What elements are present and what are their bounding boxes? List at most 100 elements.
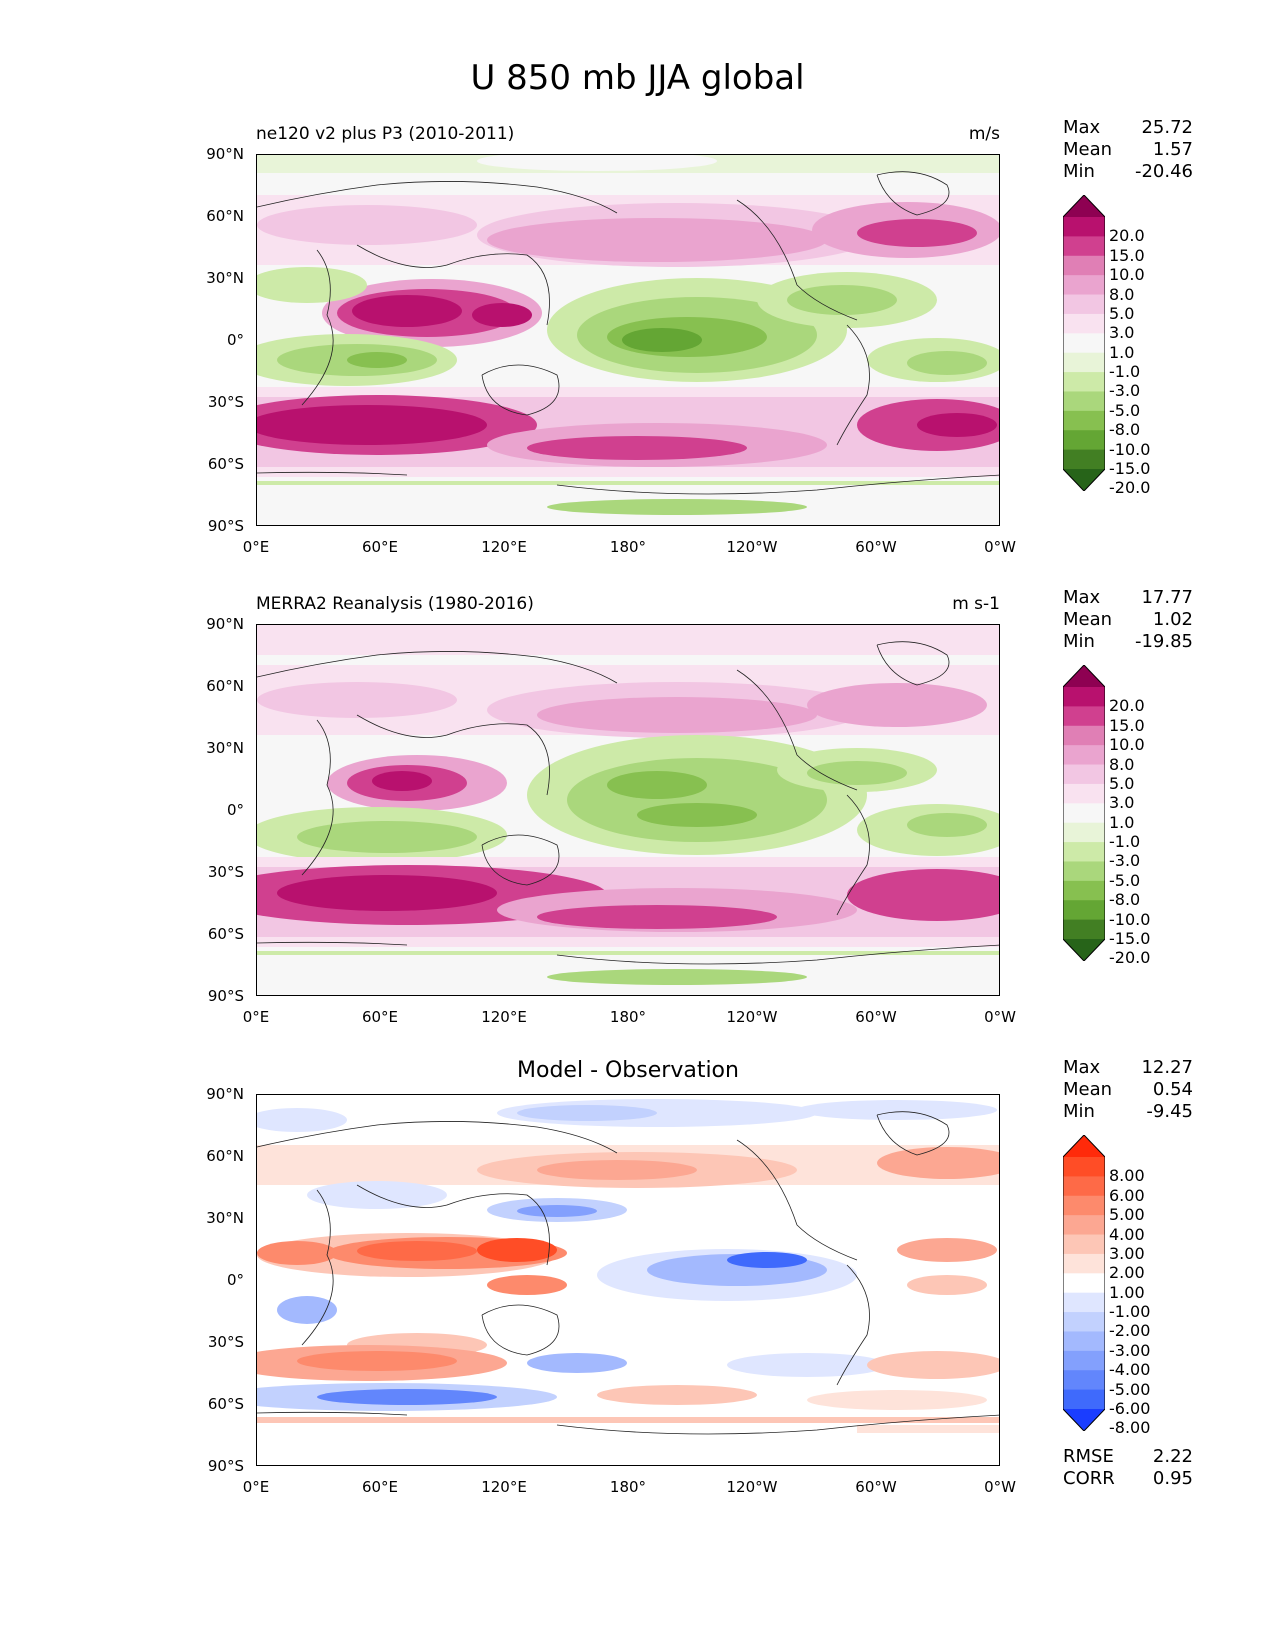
colorbar-segment — [1063, 706, 1105, 727]
colorbar-segment — [1063, 1273, 1105, 1294]
stat-max-value: 25.72 — [1141, 117, 1193, 138]
colorbar-extend-max — [1063, 1135, 1105, 1157]
panel1-map — [256, 154, 1000, 526]
lat-tick-label: 60°N — [206, 677, 244, 695]
colorbar-segment — [1063, 1389, 1105, 1410]
lon-tick-label: 60°W — [855, 1008, 897, 1026]
stat-label: RMSE — [1063, 1446, 1114, 1467]
colorbar-segment — [1063, 1350, 1105, 1371]
lon-tick-label: 120°W — [726, 1478, 778, 1496]
colorbar-tick-label: -3.00 — [1109, 1340, 1151, 1360]
colorbar-tick-label: -20.0 — [1109, 478, 1151, 498]
colorbar-tick-label: 5.0 — [1109, 773, 1135, 793]
colorbar-tick-label: 15.0 — [1109, 245, 1145, 265]
lat-tick-label: 60°N — [206, 207, 244, 225]
colorbar-tick-label: 1.00 — [1109, 1282, 1145, 1302]
stat-min-value: -19.85 — [1134, 631, 1193, 652]
colorbar-extend-min — [1063, 469, 1105, 491]
stat-label: Mean — [1063, 1079, 1113, 1100]
lon-tick-label: 0°W — [984, 1008, 1016, 1026]
colorbar-tick-label: 8.00 — [1109, 1166, 1145, 1186]
colorbar-segment — [1063, 1195, 1105, 1216]
colorbar-segment — [1063, 352, 1105, 373]
stat-mean-value: 1.02 — [1152, 609, 1193, 630]
lon-tick-label: 60°E — [361, 1478, 399, 1496]
lon-tick-label: 120°E — [481, 1008, 527, 1026]
lat-tick-label: 30°S — [207, 863, 244, 881]
colorbar-segment — [1063, 1176, 1105, 1197]
lat-tick-label: 30°N — [206, 269, 244, 287]
panel2-stats: Max 17.77 Mean 1.02 Min -19.85 — [1063, 587, 1193, 653]
lat-tick-label: 30°S — [207, 1333, 244, 1351]
colorbar-segment — [1063, 217, 1105, 237]
lon-tick-label: 120°E — [481, 1478, 527, 1496]
colorbar-tick-label: 3.0 — [1109, 323, 1135, 343]
colorbar-segment — [1063, 1253, 1105, 1274]
colorbar-tick-label: -5.0 — [1109, 870, 1141, 890]
panel3-colorbar: 8.00 6.00 5.00 4.00 3.00 2.00 1.00 -1.00 -2.00 -3… — [1063, 1135, 1150, 1436]
colorbar-tick-label: 3.0 — [1109, 793, 1135, 813]
lon-tick-label: 60°E — [361, 1008, 399, 1026]
lon-tick-label: 60°W — [855, 538, 897, 556]
colorbar-segment — [1063, 783, 1105, 804]
stat-label: Mean — [1063, 609, 1113, 630]
figure-title: U 850 mb JJA global — [470, 58, 805, 98]
colorbar-segment — [1063, 803, 1105, 824]
colorbar-segment — [1063, 372, 1105, 392]
colorbar-segment — [1063, 764, 1105, 785]
lat-tick-label: 0° — [226, 801, 244, 819]
colorbar-tick-label: 1.0 — [1109, 342, 1135, 362]
colorbar-extend-min — [1063, 939, 1105, 961]
colorbar-segment — [1063, 861, 1105, 882]
colorbar-tick-label: 20.0 — [1109, 226, 1145, 246]
lat-tick-label: 0° — [226, 1271, 244, 1289]
stat-label: Min — [1063, 1101, 1095, 1122]
colorbar-tick-label: 3.00 — [1109, 1243, 1145, 1263]
colorbar-segment — [1063, 1292, 1105, 1313]
lat-tick-label: 60°S — [207, 925, 244, 943]
colorbar-segment — [1063, 725, 1105, 746]
lat-tick-label: 90°S — [207, 1457, 244, 1475]
lat-tick-label: 30°S — [207, 393, 244, 411]
colorbar-tick-label: -15.0 — [1109, 459, 1151, 478]
colorbar-extend-min — [1063, 1409, 1105, 1431]
panel3-title: Model - Observation — [517, 1058, 739, 1083]
colorbar-tick-label: 5.0 — [1109, 303, 1135, 323]
panel2-units: m s-1 — [952, 594, 1000, 614]
colorbar-segment — [1063, 687, 1105, 707]
panel2-colorbar: 20.0 15.0 10.0 8.0 5.0 3.0 1.0 -1.0 -3.0 -5.0 -8.0… — [1063, 665, 1150, 966]
lon-tick-label: 0°W — [984, 538, 1016, 556]
colorbar-tick-label: 6.00 — [1109, 1185, 1145, 1205]
colorbar-segment — [1063, 880, 1105, 901]
colorbar-tick-label: -1.0 — [1109, 832, 1141, 852]
stat-label: CORR — [1063, 1468, 1115, 1489]
colorbar-extend-max — [1063, 665, 1105, 687]
colorbar-tick-label: -10.0 — [1109, 439, 1151, 459]
lat-tick-label: 30°N — [206, 1209, 244, 1227]
lat-tick-label: 90°N — [206, 145, 244, 163]
stat-min-value: -9.45 — [1146, 1101, 1193, 1122]
colorbar-segment — [1063, 745, 1105, 766]
colorbar-tick-label: -1.0 — [1109, 362, 1141, 382]
colorbar-tick-label: -4.00 — [1109, 1360, 1151, 1380]
lon-tick-label: 120°E — [481, 538, 527, 556]
colorbar-svg — [1063, 1135, 1105, 1431]
colorbar-tick-label: 1.0 — [1109, 812, 1135, 832]
colorbar-segment — [1063, 391, 1105, 412]
panel1-units: m/s — [968, 124, 1000, 144]
colorbar-tick-label: -3.0 — [1109, 381, 1141, 401]
colorbar-tick-label: 8.0 — [1109, 284, 1135, 304]
lon-tick-label: 180° — [609, 538, 647, 556]
lat-tick-label: 60°S — [207, 455, 244, 473]
stat-corr-value: 0.95 — [1152, 1468, 1193, 1489]
panel2-left-label: MERRA2 Reanalysis (1980-2016) — [256, 594, 534, 614]
panel2-map — [256, 624, 1000, 996]
colorbar-tick-label: 15.0 — [1109, 715, 1145, 735]
lon-tick-label: 60°W — [855, 1478, 897, 1496]
stat-label: Mean — [1063, 139, 1113, 160]
stat-label: Max — [1063, 117, 1101, 138]
stat-label: Max — [1063, 587, 1101, 608]
lon-tick-label: 180° — [609, 1478, 647, 1496]
colorbar-tick-label: -5.0 — [1109, 400, 1141, 420]
colorbar-tick-label: -5.00 — [1109, 1379, 1151, 1399]
